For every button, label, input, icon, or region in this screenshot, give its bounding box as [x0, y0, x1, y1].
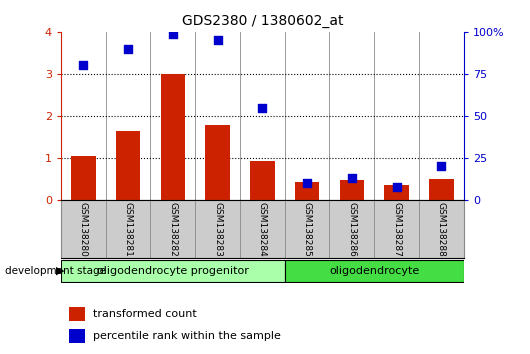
Bar — [429, 179, 454, 200]
Text: GSM138281: GSM138281 — [123, 202, 132, 257]
Bar — [71, 156, 95, 200]
Bar — [285, 260, 464, 282]
Point — [348, 175, 356, 181]
Bar — [384, 185, 409, 200]
Text: GSM138288: GSM138288 — [437, 202, 446, 257]
Bar — [340, 180, 364, 200]
Bar — [69, 329, 85, 343]
Point — [258, 105, 267, 110]
Text: percentile rank within the sample: percentile rank within the sample — [93, 331, 281, 341]
Bar — [161, 74, 185, 200]
Bar — [205, 125, 230, 200]
Point — [392, 184, 401, 189]
Text: GSM138283: GSM138283 — [213, 202, 222, 257]
Bar — [116, 131, 140, 200]
Point — [303, 180, 311, 186]
Text: development stage: development stage — [5, 266, 107, 276]
Point — [124, 46, 132, 52]
Text: GSM138286: GSM138286 — [347, 202, 356, 257]
Text: ▶: ▶ — [56, 266, 64, 276]
Point — [437, 164, 446, 169]
Text: GSM138284: GSM138284 — [258, 202, 267, 257]
Bar — [250, 161, 275, 200]
Text: GSM138280: GSM138280 — [79, 202, 88, 257]
Text: oligodendrocyte progenitor: oligodendrocyte progenitor — [97, 266, 249, 276]
Point — [169, 31, 177, 36]
Text: GSM138282: GSM138282 — [169, 202, 178, 257]
Point — [79, 63, 87, 68]
Bar — [61, 260, 285, 282]
Point — [214, 38, 222, 43]
Title: GDS2380 / 1380602_at: GDS2380 / 1380602_at — [182, 14, 343, 28]
Text: transformed count: transformed count — [93, 309, 197, 319]
Text: GSM138287: GSM138287 — [392, 202, 401, 257]
Text: oligodendrocyte: oligodendrocyte — [329, 266, 419, 276]
Bar — [295, 182, 320, 200]
Bar — [69, 307, 85, 321]
Text: GSM138285: GSM138285 — [303, 202, 312, 257]
